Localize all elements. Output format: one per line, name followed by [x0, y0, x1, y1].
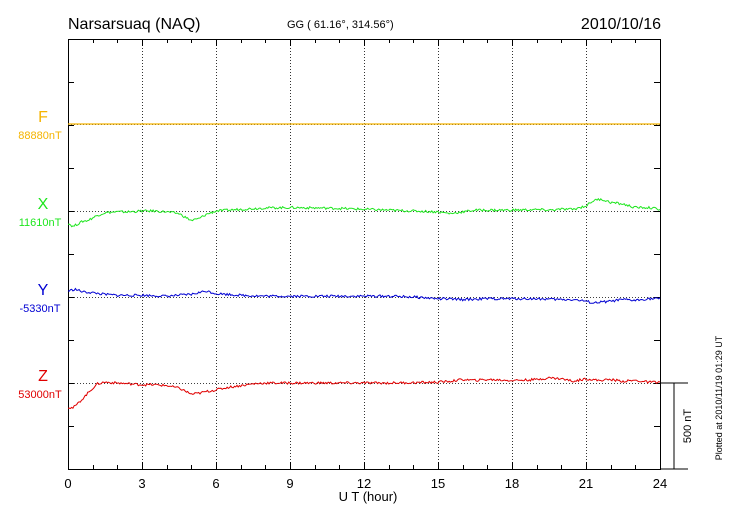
x-tick-label-6: 6 — [212, 476, 219, 491]
x-tick-label-18: 18 — [505, 476, 519, 491]
series-lines — [67, 123, 661, 410]
scale-bar: 500 nT — [660, 382, 694, 470]
series-labels: F 88880nT X 11610nT Y -5330nT Z 53000nT — [18, 109, 62, 401]
series-line-y — [67, 287, 661, 304]
station-title: Narsarsuaq (NAQ) — [68, 16, 200, 33]
x-tick-label-21: 21 — [579, 476, 593, 491]
x-tick-label-15: 15 — [431, 476, 445, 491]
plotted-at-note: Plotted at 2010/11/19 01:29 UT — [714, 335, 724, 460]
grid-lines — [142, 39, 587, 469]
axis-ticks — [68, 39, 661, 469]
series-name-z: Z — [38, 368, 48, 385]
x-tick-label-3: 3 — [138, 476, 145, 491]
baselines — [68, 124, 660, 384]
x-tick-labels: 0 3 6 9 12 15 18 21 24 — [64, 476, 667, 491]
series-baseline-f: 88880nT — [18, 130, 62, 142]
x-tick-label-9: 9 — [286, 476, 293, 491]
series-baseline-x: 11610nT — [19, 217, 62, 229]
series-line-z — [67, 376, 661, 410]
series-baseline-z: 53000nT — [18, 389, 62, 401]
coordinates-label: GG ( 61.16°, 314.56°) — [287, 19, 394, 31]
x-axis-label: U T (hour) — [339, 489, 398, 504]
series-baseline-y: -5330nT — [20, 303, 61, 315]
scale-bar-label: 500 nT — [682, 409, 694, 444]
date-label: 2010/10/16 — [581, 16, 661, 33]
x-tick-label-0: 0 — [64, 476, 71, 491]
series-name-x: X — [38, 196, 49, 213]
series-line-x — [67, 197, 661, 228]
x-tick-label-12: 12 — [357, 476, 371, 491]
series-name-f: F — [38, 109, 48, 126]
x-tick-label-24: 24 — [653, 476, 667, 491]
series-name-y: Y — [38, 282, 49, 299]
